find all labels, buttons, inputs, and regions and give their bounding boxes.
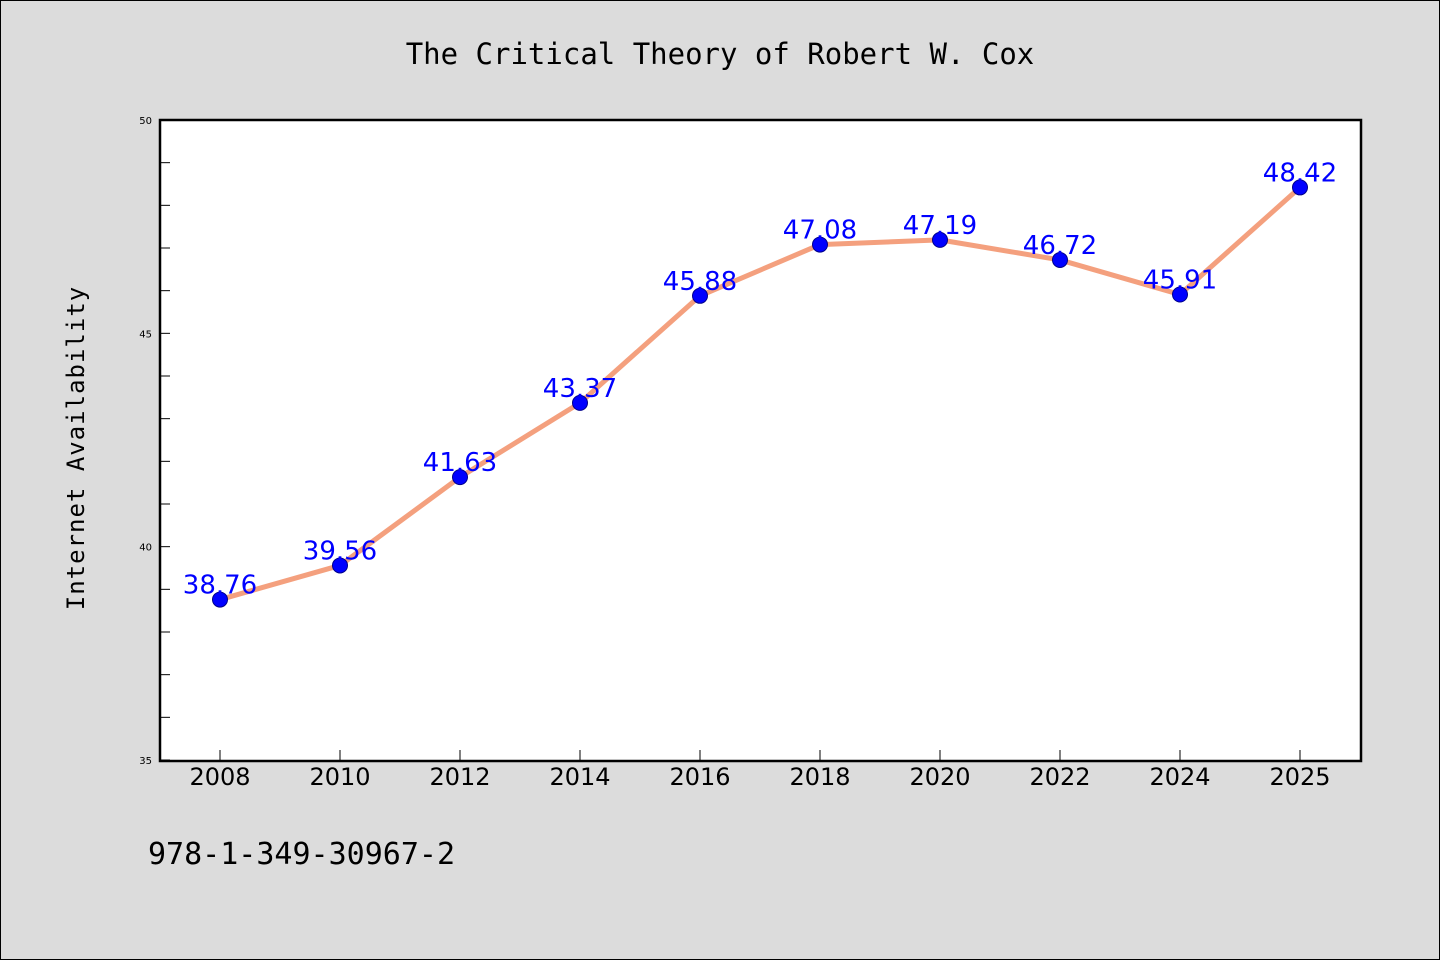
- y-tick-label: 35: [139, 756, 152, 767]
- data-label: 38.76: [183, 571, 257, 601]
- y-major-ticks: 35 40 45 50: [139, 116, 152, 767]
- x-tick-label: 2018: [789, 763, 850, 791]
- data-label: 46.72: [1023, 231, 1097, 261]
- data-labels: 38.76 39.56 41.63 43.37 45.88 47.08 47.19 46.72…: [183, 158, 1337, 600]
- x-tick-label: 2010: [309, 763, 370, 791]
- data-point: [1052, 251, 1068, 268]
- x-tick-label: 2016: [669, 763, 730, 791]
- y-minor-ticks: [160, 119, 170, 761]
- data-point: [212, 591, 228, 608]
- plot-area: [158, 118, 1363, 763]
- x-tick-label: 2014: [549, 763, 610, 791]
- series-markers: [212, 179, 1308, 608]
- data-point: [572, 394, 588, 411]
- data-point: [812, 236, 828, 253]
- data-label: 47.08: [783, 216, 857, 246]
- y-tick-label: 40: [139, 543, 152, 554]
- data-label: 45.88: [663, 267, 737, 297]
- x-tick-label: 2008: [189, 763, 250, 791]
- x-tick-label: 2025: [1269, 763, 1330, 791]
- data-label: 47.19: [903, 211, 977, 241]
- data-label: 39.56: [303, 536, 377, 566]
- isbn-text: 978-1-349-30967-2: [148, 837, 455, 872]
- y-axis-label: Internet Availability: [62, 286, 90, 610]
- y-tick-label: 50: [139, 116, 152, 127]
- data-point: [692, 287, 708, 304]
- x-ticks: 2008 2010 2012 2014 2016 2018 2020 2022 2024 2025: [189, 750, 1331, 791]
- data-point: [452, 469, 468, 486]
- data-point: [1292, 179, 1308, 196]
- data-label: 45.91: [1143, 266, 1217, 296]
- y-tick-label: 45: [139, 329, 152, 340]
- x-tick-label: 2020: [909, 763, 970, 791]
- data-point: [1172, 286, 1188, 303]
- series-line: [217, 184, 1303, 603]
- data-label: 48.42: [1263, 158, 1337, 188]
- x-tick-label: 2022: [1029, 763, 1090, 791]
- data-label: 41.63: [423, 448, 497, 478]
- x-tick-label: 2024: [1149, 763, 1210, 791]
- data-point: [332, 557, 348, 574]
- chart-title: The Critical Theory of Robert W. Cox: [406, 37, 1035, 71]
- data-point: [932, 231, 948, 248]
- x-tick-label: 2012: [429, 763, 490, 791]
- data-label: 43.37: [543, 374, 617, 404]
